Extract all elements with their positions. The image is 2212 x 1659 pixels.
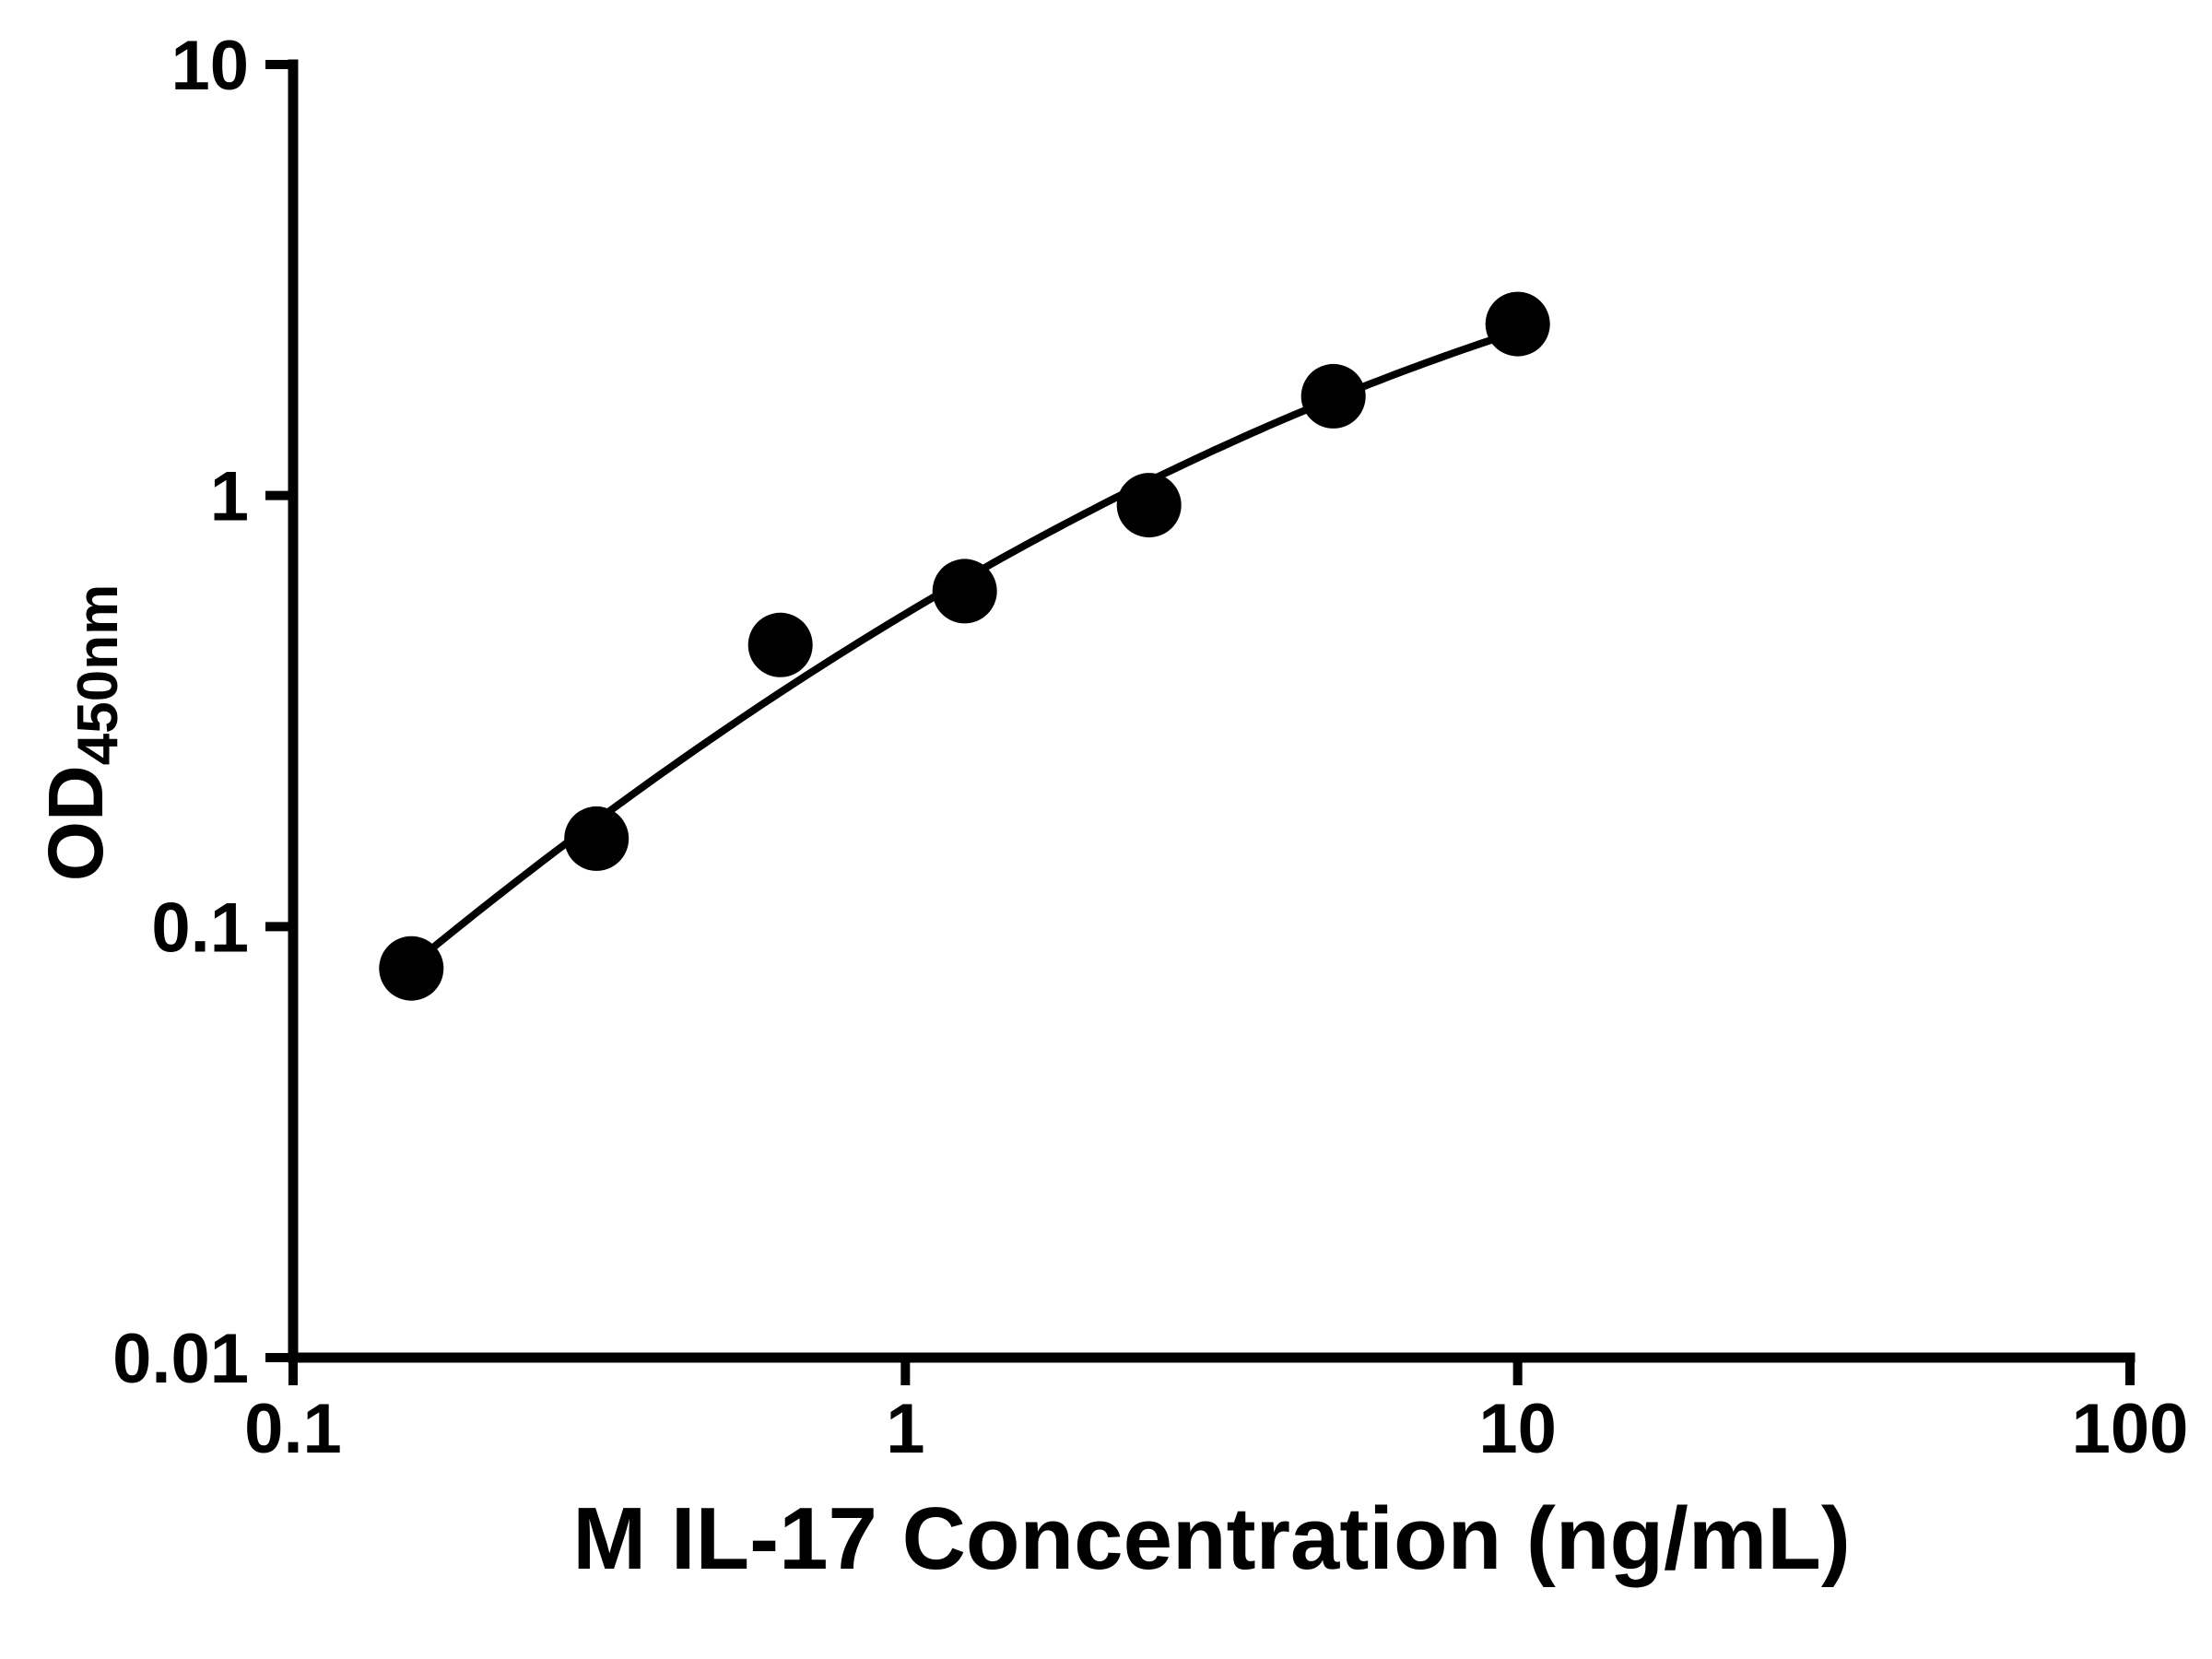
y-axis-title-text: OD <box>32 765 119 882</box>
fit-curve <box>407 327 1522 970</box>
x-axis-title: M IL-17 Concentration (ng/mL) <box>572 1489 1851 1588</box>
x-tick-label: 1 <box>886 1390 924 1468</box>
data-point <box>1485 291 1550 357</box>
y-axis-title: OD450nm <box>32 583 130 881</box>
data-point <box>1116 473 1182 538</box>
data-point <box>747 612 813 677</box>
data-point <box>379 935 444 1001</box>
y-tick-label: 10 <box>171 27 249 105</box>
x-tick-label: 10 <box>1478 1390 1557 1468</box>
data-point <box>932 559 997 624</box>
y-tick-label: 0.01 <box>112 1320 249 1398</box>
data-point <box>1300 363 1366 429</box>
data-point <box>564 806 629 871</box>
y-tick-label: 1 <box>210 458 249 536</box>
y-tick-label: 0.1 <box>151 888 249 967</box>
x-tick-label: 100 <box>2072 1390 2189 1468</box>
x-tick-label: 0.1 <box>244 1390 342 1468</box>
axes-spines <box>288 59 2136 1363</box>
y-axis-title-subscript: 450nm <box>66 583 130 766</box>
